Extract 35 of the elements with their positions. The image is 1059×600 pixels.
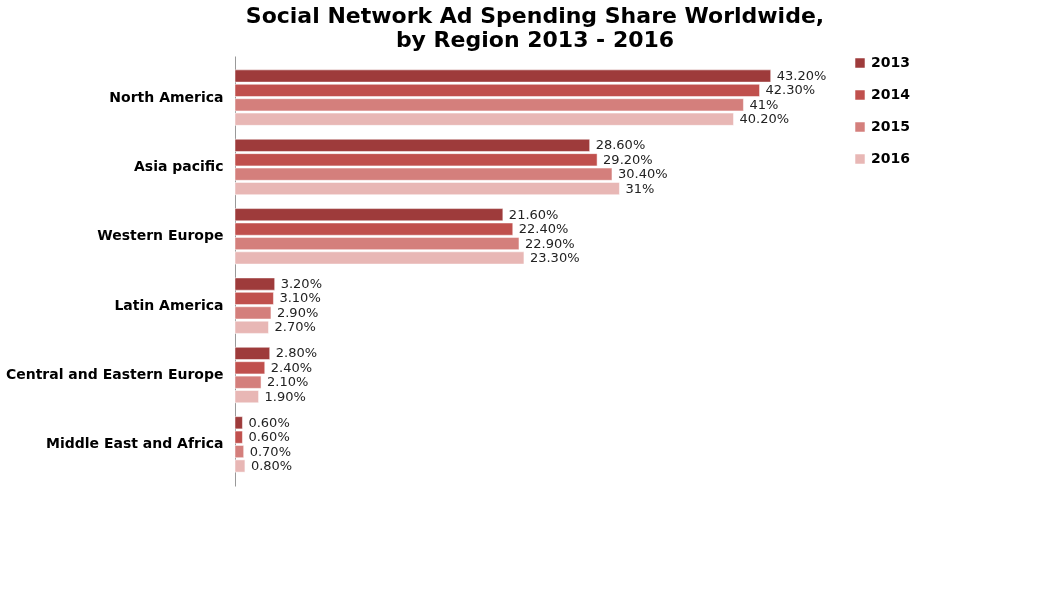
legend-label: 2013 xyxy=(871,54,910,70)
data-label: 28.60% xyxy=(595,137,646,153)
y-tick-label: Middle East and Africa xyxy=(45,435,224,452)
data-label: 2.70% xyxy=(274,319,316,335)
data-label: 29.20% xyxy=(603,151,653,167)
data-label: 31% xyxy=(625,180,655,196)
chart-title: Social Network Ad Spending Share Worldwide, by Region 2013 - 2016 xyxy=(245,3,825,52)
legend-label: 2016 xyxy=(871,150,910,166)
data-label: 40.20% xyxy=(739,111,790,127)
data-label: 22.40% xyxy=(518,221,569,237)
data-label: 2.10% xyxy=(267,374,309,390)
data-label: 1.90% xyxy=(264,388,306,404)
y-tick-label: Asia pacific xyxy=(133,157,224,174)
data-label: 0.60% xyxy=(248,429,290,445)
data-label: 3.20% xyxy=(280,276,322,292)
y-tick-label: Western Europe xyxy=(97,227,224,244)
data-label: 2.40% xyxy=(270,359,313,375)
legend-label: 2015 xyxy=(871,118,910,134)
data-label: 42.30% xyxy=(765,82,816,98)
legend-label: 2014 xyxy=(871,86,911,102)
data-label: 2.90% xyxy=(276,304,319,320)
data-label: 22.90% xyxy=(524,235,575,251)
y-tick-label: Central and Eastern Europe xyxy=(5,366,224,383)
data-label: 21.60% xyxy=(508,206,559,222)
data-label: 0.60% xyxy=(248,414,290,430)
data-label: 0.80% xyxy=(250,458,293,473)
y-tick-label: Latin America xyxy=(114,296,224,313)
data-label: 23.30% xyxy=(529,249,580,265)
data-label: 2.80% xyxy=(275,345,318,361)
data-label: 30.40% xyxy=(617,166,668,182)
y-tick-label: North America xyxy=(109,88,224,105)
data-label: 0.70% xyxy=(249,443,291,459)
data-label: 43.20% xyxy=(776,68,827,83)
data-label: 41% xyxy=(749,96,779,112)
data-label: 3.10% xyxy=(279,290,321,306)
